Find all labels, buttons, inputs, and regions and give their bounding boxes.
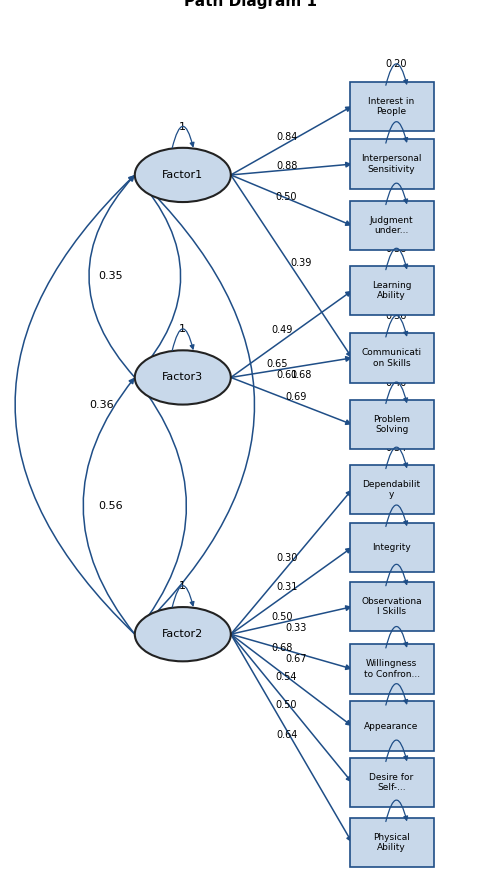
Text: 0.49: 0.49: [271, 325, 292, 335]
Text: 1: 1: [180, 324, 186, 334]
Text: 0.36: 0.36: [386, 179, 407, 188]
Text: 0.61: 0.61: [276, 370, 297, 380]
Text: 0.32: 0.32: [386, 622, 407, 632]
Text: 0.50: 0.50: [276, 700, 297, 709]
Ellipse shape: [135, 148, 231, 202]
Text: Physical
Ability: Physical Ability: [373, 833, 410, 853]
Text: Factor2: Factor2: [162, 629, 203, 639]
Text: 0.39: 0.39: [290, 258, 312, 268]
Text: 0.60: 0.60: [386, 796, 407, 805]
Text: 0.88: 0.88: [276, 161, 297, 171]
Text: 0.68: 0.68: [271, 643, 292, 653]
Text: Factor1: Factor1: [162, 170, 203, 180]
Text: 0.33: 0.33: [286, 622, 307, 633]
Text: 0.54: 0.54: [276, 671, 297, 682]
Text: 0.34: 0.34: [386, 443, 407, 453]
Text: 0.28: 0.28: [386, 501, 407, 510]
Text: 0.67: 0.67: [286, 653, 307, 664]
FancyBboxPatch shape: [350, 333, 434, 382]
Text: 0.61: 0.61: [386, 679, 407, 689]
Text: Desire for
Self-...: Desire for Self-...: [370, 773, 414, 792]
Text: 0.20: 0.20: [386, 117, 407, 127]
Text: 0.69: 0.69: [286, 392, 307, 403]
Ellipse shape: [135, 350, 231, 404]
Text: 0.64: 0.64: [276, 730, 297, 740]
Text: Judgment
under...: Judgment under...: [370, 216, 414, 236]
Text: 0.31: 0.31: [276, 582, 297, 592]
Text: 0.31: 0.31: [386, 560, 407, 570]
FancyBboxPatch shape: [350, 582, 434, 631]
FancyBboxPatch shape: [350, 465, 434, 514]
Text: Factor3: Factor3: [162, 372, 203, 382]
Text: 0.35: 0.35: [98, 271, 123, 281]
Text: 0.43: 0.43: [386, 735, 407, 746]
Text: 0.40: 0.40: [386, 378, 407, 388]
FancyBboxPatch shape: [350, 523, 434, 572]
FancyBboxPatch shape: [350, 645, 434, 693]
Text: Problem
Solving: Problem Solving: [373, 415, 410, 434]
FancyBboxPatch shape: [350, 400, 434, 449]
Text: Interest in
People: Interest in People: [368, 97, 414, 116]
FancyBboxPatch shape: [350, 140, 434, 188]
FancyBboxPatch shape: [350, 701, 434, 750]
Text: Integrity: Integrity: [372, 543, 411, 552]
FancyBboxPatch shape: [350, 82, 434, 131]
Text: Learning
Ability: Learning Ability: [372, 281, 412, 300]
Text: 0.50: 0.50: [276, 192, 297, 202]
Text: Communicati
on Skills: Communicati on Skills: [362, 348, 422, 368]
Text: 1: 1: [180, 122, 186, 132]
FancyBboxPatch shape: [350, 818, 434, 867]
Text: 0.38: 0.38: [386, 244, 407, 253]
Text: 1: 1: [180, 581, 186, 591]
FancyBboxPatch shape: [350, 201, 434, 250]
Text: 0.84: 0.84: [276, 132, 297, 142]
Text: 0.68: 0.68: [290, 370, 312, 380]
Text: Path Diagram 1: Path Diagram 1: [184, 0, 316, 9]
Text: 0.30: 0.30: [276, 553, 297, 564]
Text: 0.65: 0.65: [266, 359, 287, 369]
Text: Willingness
to Confron...: Willingness to Confron...: [364, 660, 420, 678]
Text: 0.36: 0.36: [89, 399, 114, 410]
FancyBboxPatch shape: [350, 758, 434, 807]
Text: 0.36: 0.36: [386, 311, 407, 321]
Ellipse shape: [135, 607, 231, 661]
Text: 0.56: 0.56: [98, 501, 123, 511]
Text: 0.20: 0.20: [386, 60, 407, 69]
Text: Dependabilit
y: Dependabilit y: [362, 480, 420, 500]
Text: Appearance: Appearance: [364, 722, 419, 731]
Text: Interpersonal
Sensitivity: Interpersonal Sensitivity: [362, 155, 422, 173]
FancyBboxPatch shape: [350, 266, 434, 316]
Text: 0.50: 0.50: [271, 612, 292, 621]
Text: Observationa
l Skills: Observationa l Skills: [362, 597, 422, 616]
